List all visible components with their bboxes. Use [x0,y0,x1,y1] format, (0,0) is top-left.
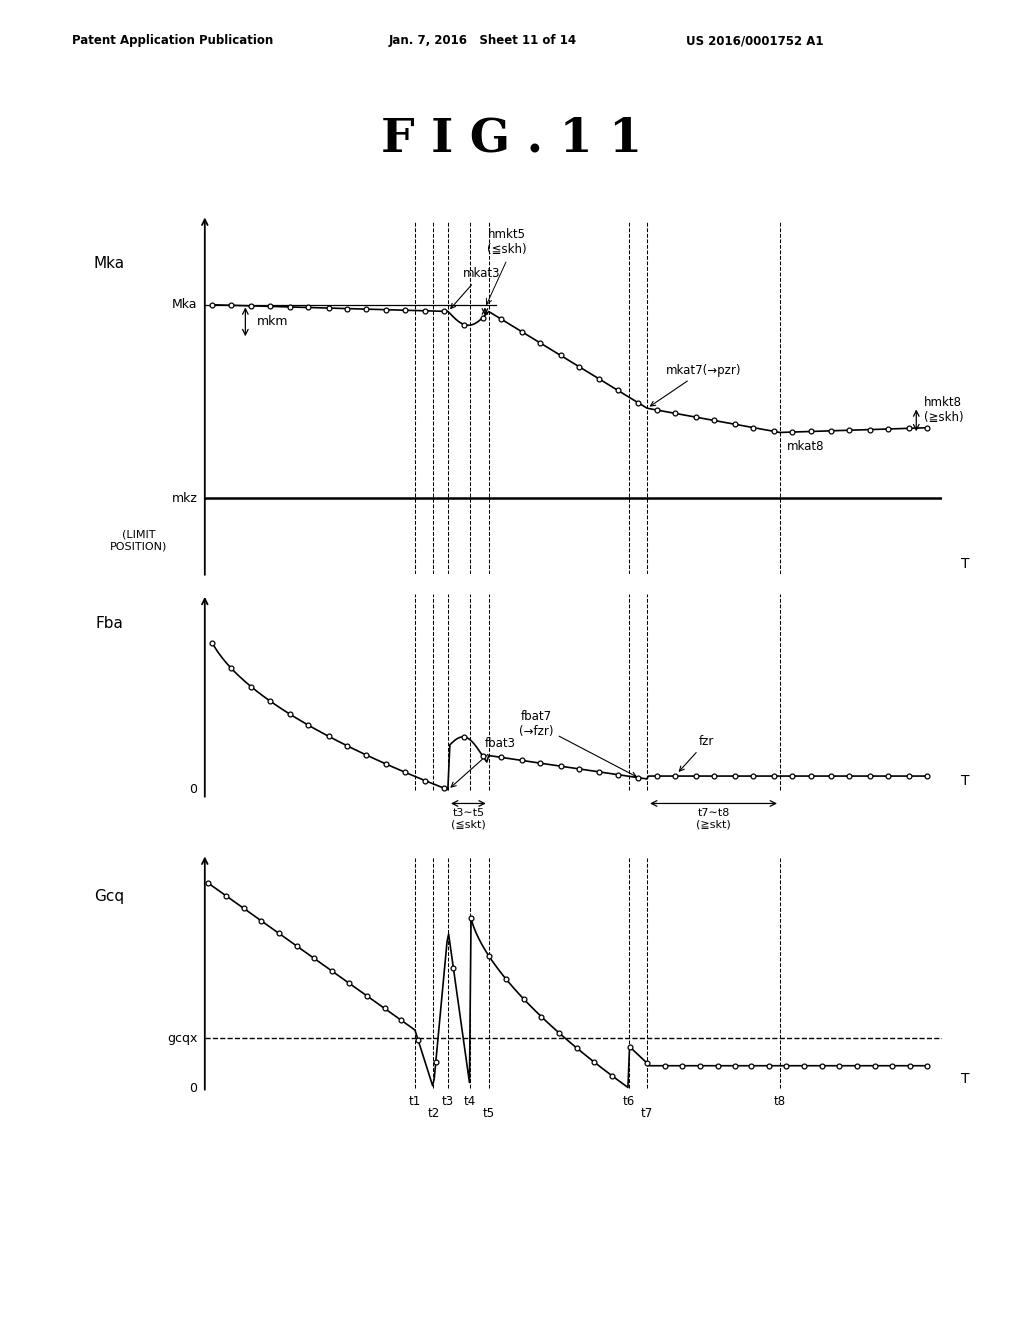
Text: hmkt5
(≦skh): hmkt5 (≦skh) [487,228,527,256]
Text: Fba: Fba [95,616,123,631]
Text: t7∼t8
(≧skt): t7∼t8 (≧skt) [696,808,731,830]
Text: Gcq: Gcq [94,888,124,904]
Text: fzr: fzr [679,735,714,771]
Text: T: T [961,1072,969,1086]
Text: gcqx: gcqx [167,1032,198,1045]
Text: t4: t4 [464,1094,476,1107]
Text: mkat3: mkat3 [451,267,501,309]
Text: fbat7
(→fzr): fbat7 (→fzr) [519,710,636,776]
Text: t6: t6 [623,1094,635,1107]
Text: mkz: mkz [172,491,198,504]
Text: T: T [961,557,969,570]
Text: t3: t3 [442,1094,455,1107]
Text: mkm: mkm [256,315,288,329]
Text: Patent Application Publication: Patent Application Publication [72,34,273,48]
Text: fbat3: fbat3 [452,737,516,787]
Text: US 2016/0001752 A1: US 2016/0001752 A1 [686,34,823,48]
Text: t5: t5 [482,1107,495,1121]
Text: Mka: Mka [172,298,198,312]
Text: hmkt8
(≧skh): hmkt8 (≧skh) [924,396,964,424]
Text: F I G . 1 1: F I G . 1 1 [381,116,643,161]
Text: 0: 0 [189,1081,198,1094]
Text: t2: t2 [427,1107,439,1121]
Text: mkat8: mkat8 [787,440,824,453]
Text: mkat7(→pzr): mkat7(→pzr) [650,364,741,407]
Text: 0: 0 [189,783,198,796]
Text: t1: t1 [409,1094,421,1107]
Text: t7: t7 [641,1107,653,1121]
Text: T: T [961,774,969,788]
Text: Mka: Mka [93,256,125,271]
Text: Jan. 7, 2016   Sheet 11 of 14: Jan. 7, 2016 Sheet 11 of 14 [389,34,578,48]
Text: (LIMIT
POSITION): (LIMIT POSITION) [110,529,167,552]
Text: t3∼t5
(≦skt): t3∼t5 (≦skt) [451,808,485,830]
Text: t8: t8 [774,1094,786,1107]
